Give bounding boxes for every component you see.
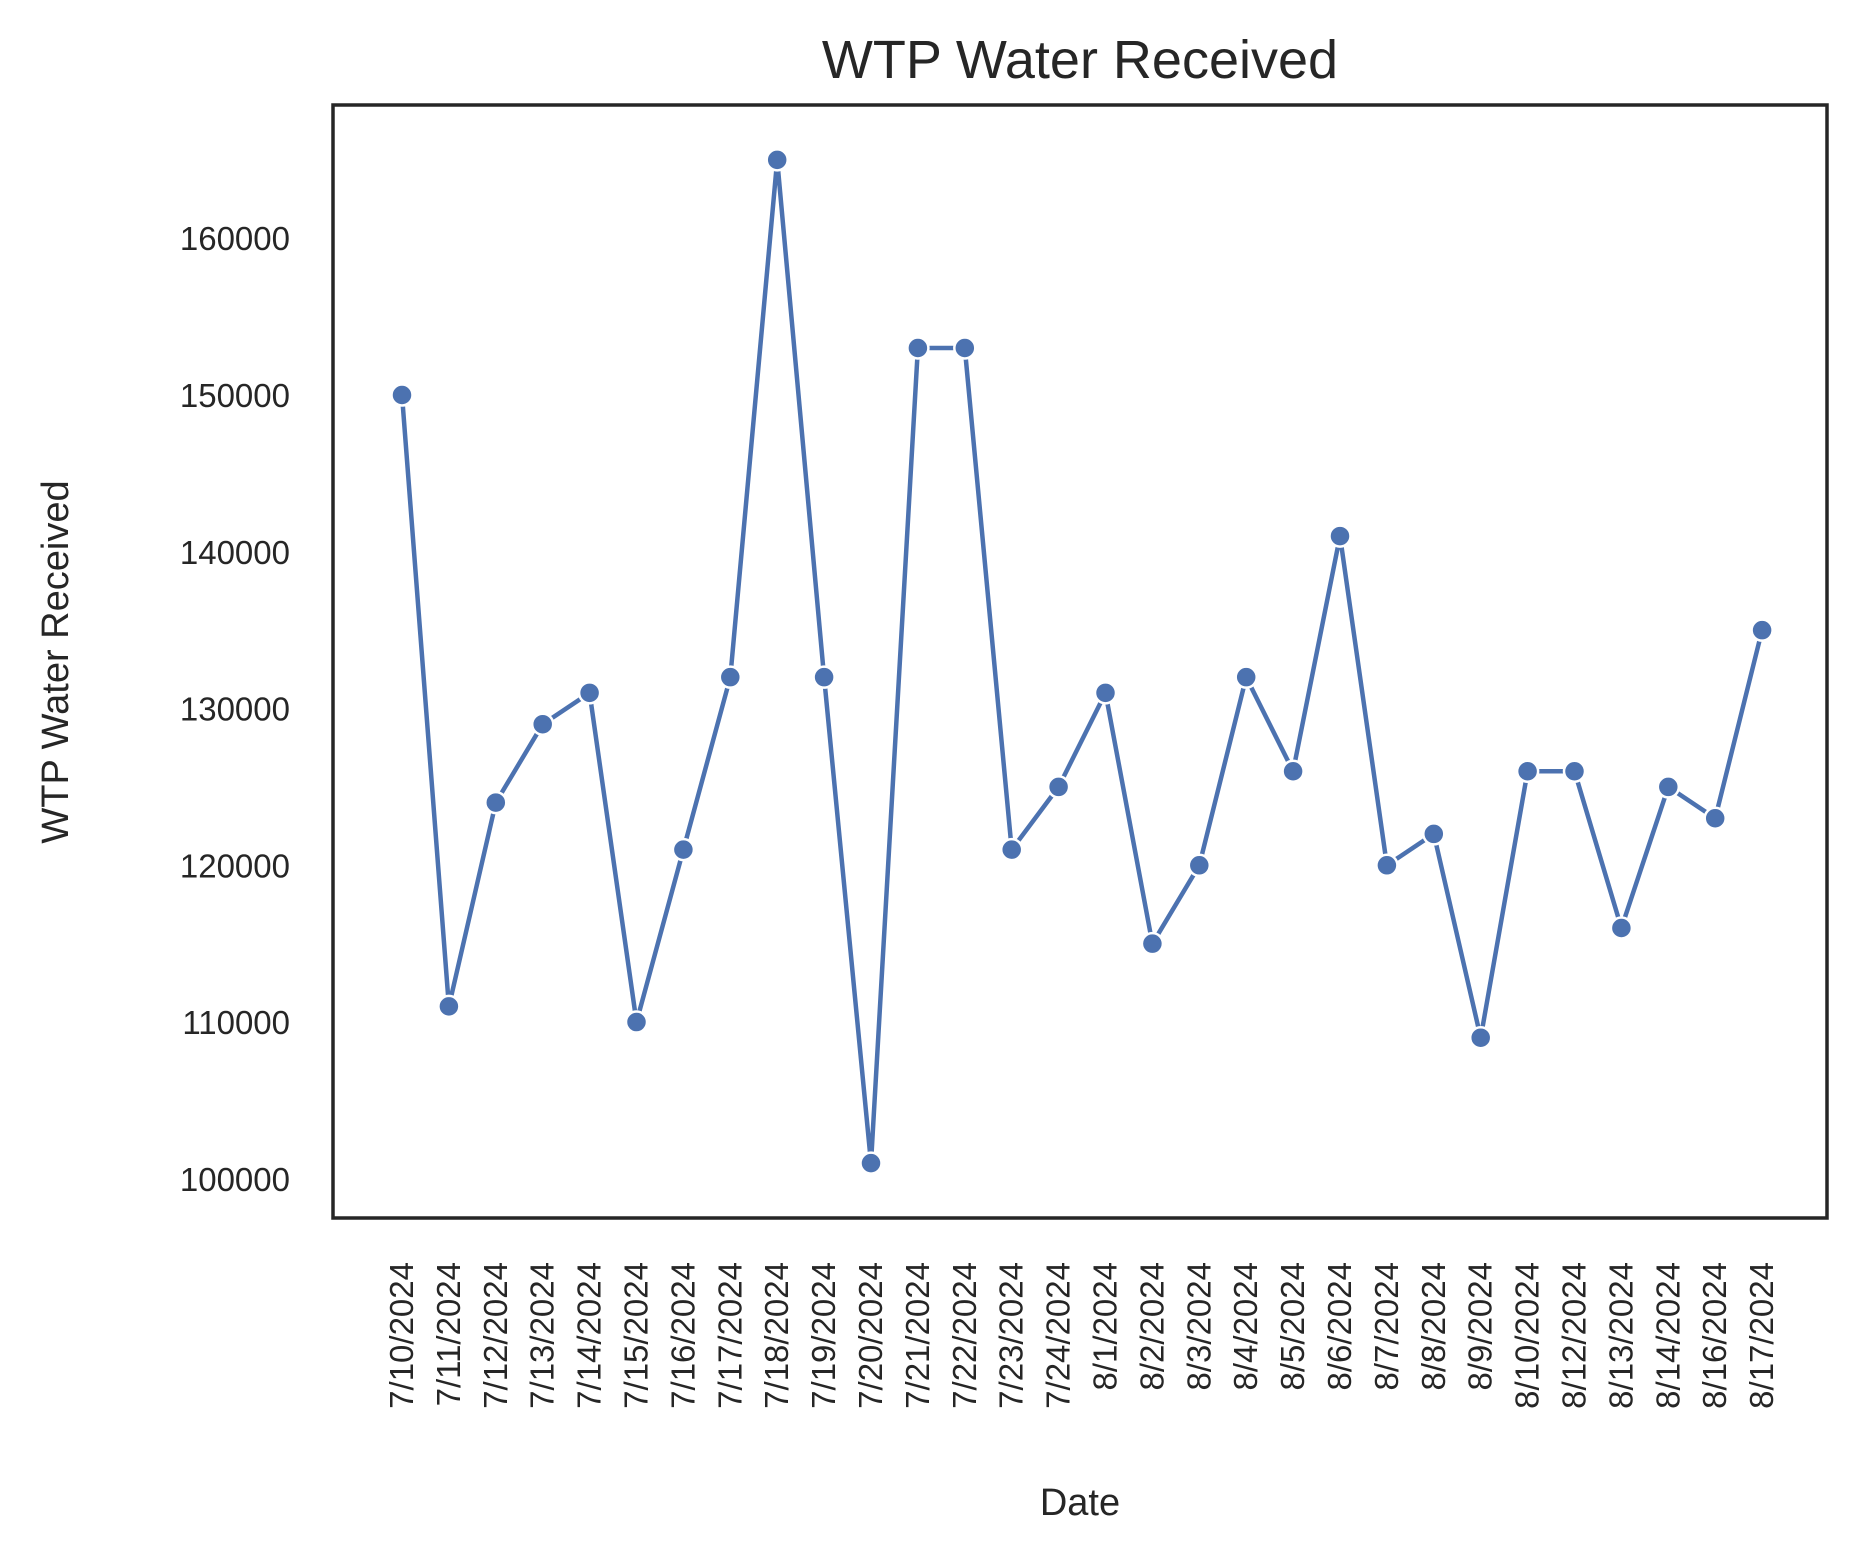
- x-axis-label: Date: [1040, 1482, 1120, 1524]
- y-axis-label: WTP Water Received: [35, 480, 77, 843]
- data-point: [1515, 759, 1540, 783]
- x-tick-label: 7/13/2024: [524, 1262, 561, 1409]
- data-point: [1328, 524, 1352, 548]
- data-point: [859, 1151, 883, 1175]
- x-tick-label: 8/1/2024: [1087, 1262, 1124, 1390]
- x-tick-label: 7/10/2024: [383, 1262, 420, 1409]
- y-axis: 100000 110000 120000 130000 140000 150000 1600…: [180, 220, 290, 1198]
- x-tick-label: 7/11/2024: [430, 1262, 467, 1406]
- data-point: [1422, 822, 1446, 846]
- data-point: [1468, 1025, 1493, 1050]
- x-tick-label: 7/20/2024: [852, 1262, 889, 1409]
- x-tick-label: 8/17/2024: [1743, 1262, 1780, 1409]
- y-tick-label: 100000: [180, 1161, 290, 1198]
- data-point: [1187, 853, 1212, 878]
- data-point: [390, 383, 414, 407]
- data-point: [1562, 759, 1587, 783]
- x-tick-label: 8/6/2024: [1321, 1262, 1358, 1390]
- x-tick-label: 7/19/2024: [805, 1262, 842, 1409]
- y-tick-label: 150000: [180, 377, 290, 414]
- series-path: [399, 157, 1765, 1166]
- y-tick-label: 110000: [182, 1004, 290, 1041]
- y-tick-label: 160000: [180, 220, 290, 257]
- x-tick-label: 7/18/2024: [758, 1262, 795, 1409]
- data-point: [953, 336, 977, 360]
- data-point: [530, 712, 555, 736]
- y-tick-label: 130000: [180, 691, 290, 728]
- data-point: [671, 837, 696, 862]
- series-line: [390, 148, 1774, 1175]
- data-point: [1234, 665, 1258, 689]
- x-tick-label: 7/14/2024: [571, 1262, 608, 1409]
- x-tick-label: 7/21/2024: [899, 1262, 936, 1409]
- x-tick-label: 7/24/2024: [1040, 1262, 1077, 1409]
- x-tick-label: 8/7/2024: [1368, 1262, 1405, 1390]
- x-tick-label: 7/17/2024: [711, 1262, 748, 1409]
- data-point: [1609, 916, 1634, 940]
- x-tick-label: 8/13/2024: [1602, 1262, 1639, 1409]
- x-tick-label: 8/5/2024: [1274, 1262, 1311, 1390]
- x-axis: 7/10/2024 7/11/2024 7/12/2024 7/13/2024 7/14…: [383, 1262, 1780, 1409]
- x-tick-label: 7/12/2024: [477, 1262, 514, 1409]
- data-point: [1093, 681, 1118, 705]
- data-point: [437, 994, 461, 1019]
- x-tick-label: 7/22/2024: [946, 1262, 983, 1409]
- chart-title: WTP Water Received: [822, 30, 1338, 90]
- data-point: [999, 837, 1024, 862]
- data-point: [484, 790, 508, 815]
- x-tick-label: 8/16/2024: [1696, 1262, 1733, 1409]
- x-tick-label: 8/3/2024: [1180, 1262, 1217, 1390]
- data-point: [1046, 775, 1071, 799]
- data-point: [1140, 931, 1165, 956]
- x-tick-label: 8/2/2024: [1133, 1262, 1170, 1390]
- x-tick-label: 8/8/2024: [1415, 1262, 1452, 1390]
- x-tick-label: 8/9/2024: [1462, 1262, 1499, 1390]
- data-point: [1375, 853, 1399, 878]
- data-point: [624, 1010, 649, 1034]
- data-point: [1703, 806, 1727, 831]
- plot-frame: [331, 103, 1829, 1220]
- data-point: [765, 148, 789, 172]
- plot-area: [331, 103, 1829, 1220]
- x-tick-label: 8/12/2024: [1556, 1262, 1593, 1409]
- x-tick-label: 8/10/2024: [1509, 1262, 1546, 1409]
- y-tick-label: 120000: [180, 847, 290, 884]
- x-tick-label: 7/23/2024: [993, 1262, 1030, 1409]
- data-point: [1656, 775, 1681, 799]
- data-point: [1750, 618, 1774, 642]
- data-point: [1281, 759, 1305, 783]
- data-point: [577, 681, 602, 705]
- x-tick-label: 8/4/2024: [1227, 1262, 1264, 1390]
- y-tick-label: 140000: [180, 534, 290, 571]
- x-tick-label: 8/14/2024: [1649, 1262, 1686, 1409]
- x-tick-label: 7/16/2024: [664, 1262, 701, 1409]
- data-point: [906, 336, 930, 360]
- x-tick-label: 7/15/2024: [618, 1262, 655, 1409]
- data-point: [718, 665, 743, 689]
- data-point: [812, 665, 836, 689]
